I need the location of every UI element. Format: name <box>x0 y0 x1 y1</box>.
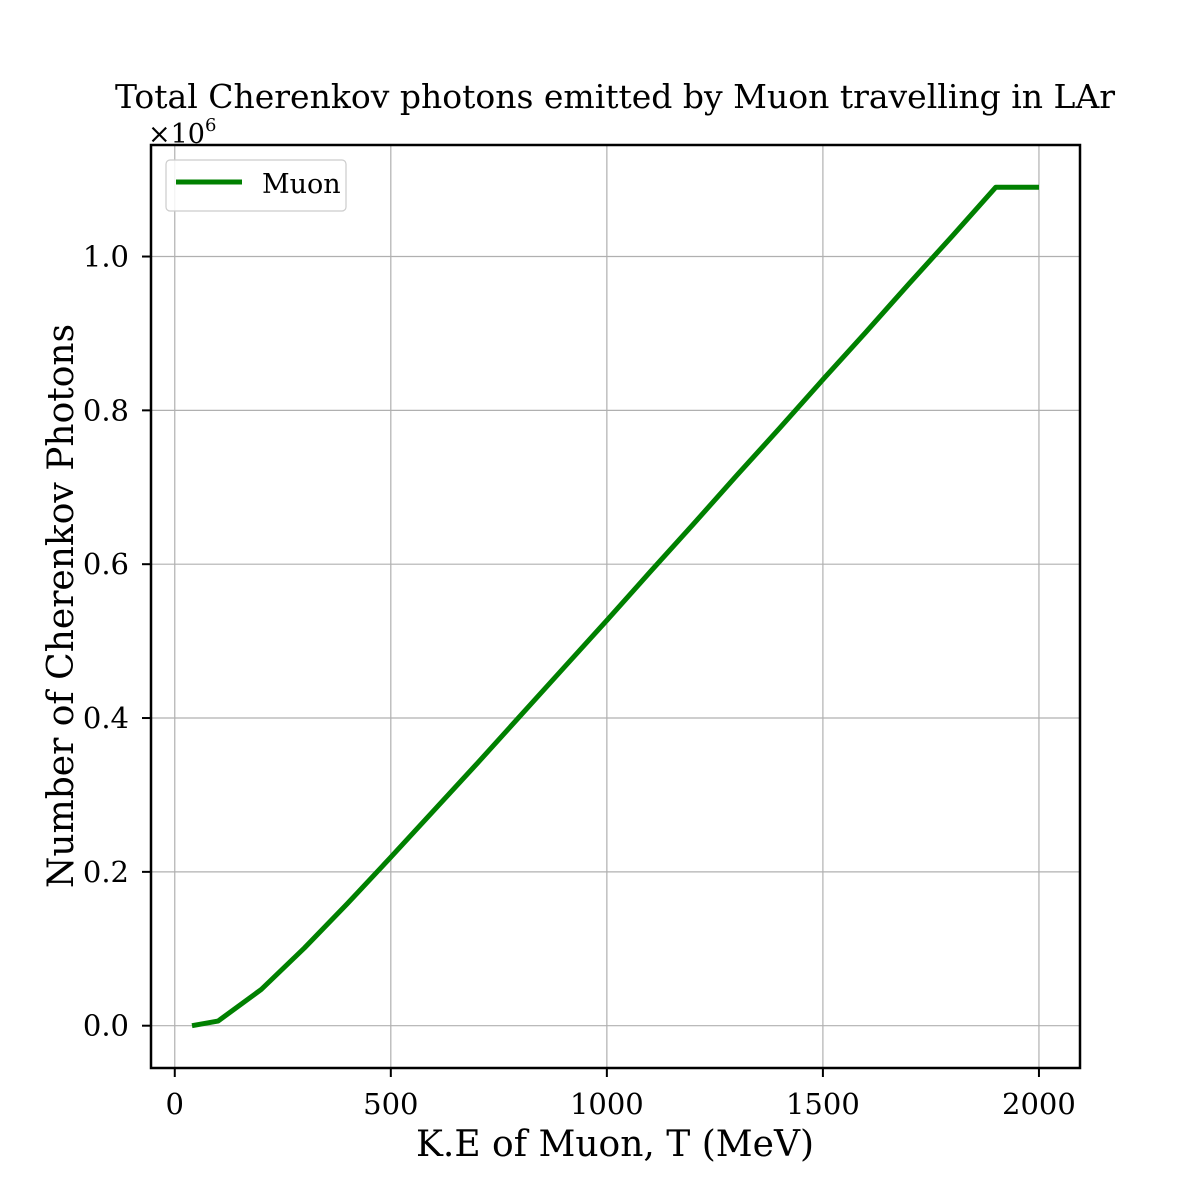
x-axis-label: K.E of Muon, T (MeV) <box>416 1124 814 1165</box>
y-tick-label: 0.8 <box>83 393 129 427</box>
axis-ticks: 0 500 1000 1500 2000 0.0 0.2 0.4 0.6 0.8 1.0 <box>83 240 1076 1121</box>
y-axis-multiplier-base: ×10 <box>148 119 205 150</box>
y-axis-multiplier-exponent: 6 <box>205 115 216 136</box>
chart-title: Total Cherenkov photons emitted by Muon … <box>115 77 1115 116</box>
plot-area-frame <box>149 143 1082 1070</box>
y-axis-label: Number of Cherenkov Photons <box>41 324 82 888</box>
y-tick-label: 0.6 <box>83 547 129 581</box>
legend-box <box>165 159 347 212</box>
y-tick-label: 0.2 <box>83 855 129 889</box>
series-line-muon <box>191 184 1039 1029</box>
y-tick-label: 0.4 <box>83 701 129 735</box>
x-tick-label: 2000 <box>1002 1087 1076 1121</box>
series-lines <box>191 184 1039 1029</box>
legend: Muon <box>165 159 347 212</box>
y-axis-multiplier: ×106 <box>148 115 216 150</box>
y-tick-label: 1.0 <box>83 240 129 274</box>
legend-entry-label: Muon <box>262 169 341 200</box>
x-tick-label: 500 <box>363 1087 418 1121</box>
x-tick-label: 1500 <box>786 1087 860 1121</box>
x-tick-label: 0 <box>166 1087 184 1121</box>
y-tick-label: 0.0 <box>83 1009 129 1043</box>
grid-lines <box>151 145 1080 1068</box>
x-tick-label: 1000 <box>570 1087 644 1121</box>
